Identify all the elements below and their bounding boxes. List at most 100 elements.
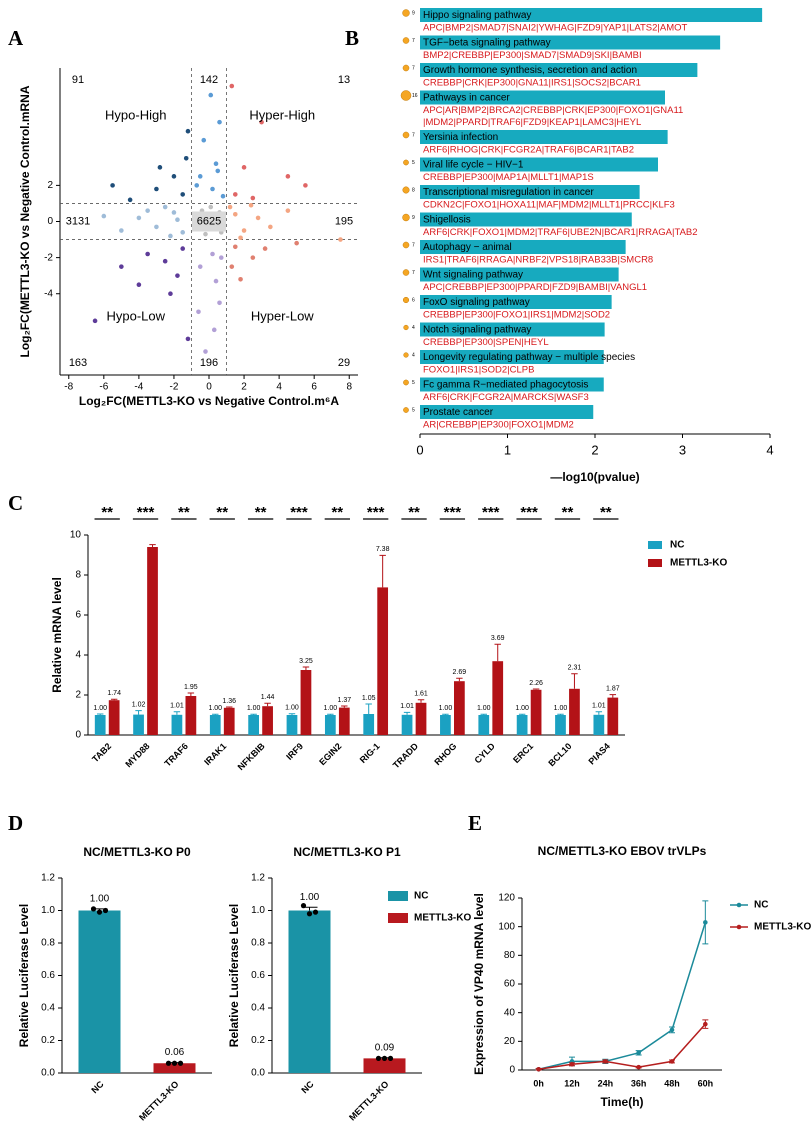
x-tick-label: TRADD bbox=[391, 741, 421, 771]
point bbox=[217, 300, 222, 306]
category-label: TGF−beta signaling pathway bbox=[423, 38, 551, 49]
gene-list: IRS1|TRAF6|RRAGA|NRBF2|VPS18|RAB33B|SMCR… bbox=[423, 255, 653, 266]
bar bbox=[377, 587, 389, 735]
point bbox=[171, 1060, 178, 1066]
gene-count: 8 bbox=[412, 187, 415, 193]
x-tick-label: -4 bbox=[134, 382, 143, 393]
value-label: 3.69 bbox=[491, 635, 505, 642]
marker bbox=[603, 1059, 608, 1064]
x-tick-label: NC bbox=[89, 1079, 106, 1096]
x-tick-label: NFKBIB bbox=[236, 741, 267, 772]
error-bar bbox=[442, 713, 449, 715]
y-tick-label: 0 bbox=[47, 216, 53, 227]
point bbox=[194, 183, 200, 188]
gene-count-dot bbox=[402, 64, 410, 72]
gene-count-dot bbox=[403, 159, 409, 166]
significance: *** bbox=[137, 504, 155, 521]
point bbox=[171, 210, 177, 215]
value-label: 2.69 bbox=[453, 669, 467, 676]
legend-swatch bbox=[648, 559, 662, 567]
bar bbox=[324, 715, 336, 735]
point bbox=[175, 273, 180, 278]
y-tick-label: 0.8 bbox=[251, 938, 265, 949]
legend-label: NC bbox=[414, 891, 428, 902]
y-axis-label: Relative Luciferase Level bbox=[227, 904, 241, 1047]
value-label: 1.00 bbox=[300, 892, 320, 903]
value-label: 2.31 bbox=[568, 665, 582, 672]
x-tick-label: PIAS4 bbox=[586, 741, 611, 766]
gene-count: 7 bbox=[412, 38, 415, 44]
point bbox=[303, 183, 308, 188]
point bbox=[154, 224, 159, 230]
gene-list: APC|CREBBP|EP300|PPARD|FZD9|BAMBI|VANGL1 bbox=[423, 282, 647, 293]
bar bbox=[78, 910, 121, 1073]
category-label: Transcriptional misregulation in cancer bbox=[423, 187, 594, 198]
value-label: 1.00 bbox=[247, 705, 261, 712]
x-tick-label: TRAF6 bbox=[162, 741, 190, 769]
panel-letter: B bbox=[345, 26, 359, 50]
significance: *** bbox=[444, 504, 462, 521]
chart-title: NC/METTL3-KO P1 bbox=[293, 845, 401, 859]
error-bar bbox=[212, 713, 219, 715]
point bbox=[241, 165, 247, 170]
x-axis-label: —log10(pvalue) bbox=[550, 470, 639, 484]
x-axis-label: Time(h) bbox=[600, 1095, 643, 1109]
point bbox=[259, 119, 264, 125]
x-tick-label: NC bbox=[299, 1079, 316, 1096]
significance: *** bbox=[482, 504, 500, 521]
bar bbox=[147, 547, 158, 735]
significance: ** bbox=[408, 504, 420, 521]
significance: ** bbox=[331, 504, 343, 521]
bar bbox=[420, 212, 632, 227]
x-tick-label: 4 bbox=[766, 442, 773, 457]
category-label: Autophagy − animal bbox=[423, 242, 512, 253]
value-label: 2.26 bbox=[529, 680, 543, 687]
x-tick-label: 6 bbox=[311, 382, 317, 393]
category-label: Prostate cancer bbox=[423, 407, 494, 418]
error-bar bbox=[595, 711, 603, 715]
point bbox=[175, 217, 180, 222]
region-count: 29 bbox=[338, 357, 350, 369]
point bbox=[213, 161, 219, 167]
bar bbox=[338, 707, 350, 735]
gene-count-dot bbox=[402, 296, 410, 304]
x-tick-label: IRAK1 bbox=[202, 741, 228, 767]
point bbox=[90, 906, 97, 912]
quadrant-label: Hypo-Low bbox=[106, 308, 165, 323]
bar bbox=[363, 1058, 406, 1073]
y-tick-label: 0 bbox=[509, 1065, 515, 1076]
y-tick-label: 0 bbox=[75, 730, 81, 741]
error-bar bbox=[403, 711, 411, 715]
x-tick-label: IRF9 bbox=[284, 741, 305, 762]
gene-count-dot bbox=[402, 269, 410, 276]
legend-swatch bbox=[388, 913, 408, 923]
marker bbox=[669, 1059, 675, 1064]
gene-count: 7 bbox=[412, 270, 415, 276]
point bbox=[136, 282, 142, 288]
gene-count: 7 bbox=[412, 132, 415, 138]
significance: ** bbox=[101, 504, 113, 521]
error-bar bbox=[456, 677, 463, 682]
category-label: Wnt signaling pathway bbox=[423, 270, 523, 281]
error-bar bbox=[341, 705, 348, 708]
value-label: 1.00 bbox=[515, 705, 529, 712]
x-tick-label: 0h bbox=[533, 1078, 544, 1088]
y-axis-label: Relative Luciferase Level bbox=[17, 904, 31, 1047]
x-tick-label: 60h bbox=[698, 1078, 714, 1088]
value-label: 0.09 bbox=[375, 1042, 395, 1053]
point bbox=[217, 119, 222, 125]
value-label: 1.01 bbox=[400, 703, 414, 710]
quadrant-label: Hyper-Low bbox=[251, 308, 314, 323]
point bbox=[306, 911, 313, 917]
point bbox=[157, 165, 163, 170]
bar bbox=[420, 405, 594, 419]
bar bbox=[286, 715, 298, 735]
point bbox=[220, 193, 226, 199]
bar bbox=[492, 661, 504, 735]
significance: ** bbox=[562, 504, 574, 521]
x-tick-label: BCL10 bbox=[546, 741, 573, 768]
point bbox=[92, 318, 98, 324]
y-tick-label: 120 bbox=[498, 893, 515, 904]
value-label: 1.74 bbox=[107, 690, 121, 697]
point bbox=[145, 251, 150, 257]
